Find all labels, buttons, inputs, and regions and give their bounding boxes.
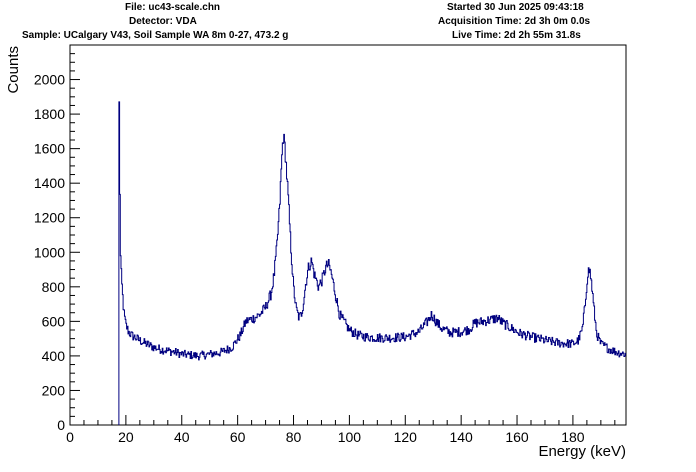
y-tick-label: 600 bbox=[42, 313, 66, 329]
y-tick-label: 200 bbox=[42, 382, 66, 398]
sample-label: Sample: UCalgary V43, Soil Sample WA 8m … bbox=[22, 30, 289, 41]
tick-group bbox=[69, 44, 616, 426]
x-tick-label: 80 bbox=[286, 429, 302, 445]
x-tick-label: 100 bbox=[338, 429, 362, 445]
y-tick-label: 0 bbox=[57, 417, 65, 433]
y-tick-label: 2000 bbox=[34, 72, 65, 88]
y-tick-label: 1400 bbox=[34, 175, 65, 191]
y-axis-title: Counts bbox=[5, 46, 22, 94]
y-tick-label: 400 bbox=[42, 348, 66, 364]
x-tick-label: 180 bbox=[561, 429, 585, 445]
file-name-label: File: uc43-scale.chn bbox=[125, 2, 221, 13]
x-tick-label: 0 bbox=[66, 429, 74, 445]
live-time-label: Live Time: 2d 2h 55m 31.8s bbox=[452, 30, 581, 41]
x-tick-label: 140 bbox=[449, 429, 473, 445]
y-tick-label: 1000 bbox=[34, 244, 65, 260]
detector-label: Detector: VDA bbox=[129, 16, 197, 27]
x-tick-label: 60 bbox=[230, 429, 246, 445]
y-tick-label: 1800 bbox=[34, 106, 65, 122]
plot-frame bbox=[69, 44, 627, 426]
acquisition-time-label: Acquisition Time: 2d 3h 0m 0.0s bbox=[438, 16, 591, 27]
x-tick-label: 20 bbox=[118, 429, 134, 445]
x-tick-label: 120 bbox=[394, 429, 418, 445]
x-tick-label: 40 bbox=[174, 429, 190, 445]
y-tick-label: 1600 bbox=[34, 141, 65, 157]
y-tick-label: 800 bbox=[42, 279, 66, 295]
x-tick-label: 160 bbox=[505, 429, 529, 445]
spectrum-line bbox=[118, 101, 626, 425]
x-axis-title: Energy (keV) bbox=[538, 443, 626, 460]
started-label: Started 30 Jun 2025 09:43:18 bbox=[447, 2, 584, 13]
tick-label-group: 0 20 40 60 80 100 120 140 160 1800200400600800100… bbox=[34, 72, 585, 445]
y-tick-label: 1200 bbox=[34, 210, 65, 226]
